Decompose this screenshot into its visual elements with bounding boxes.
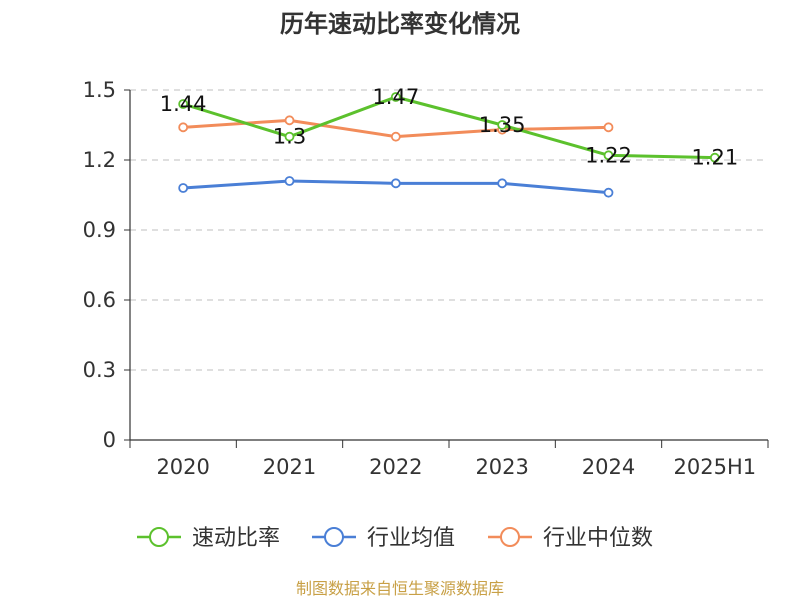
axes: 0 0.3 0.6 0.9 1.2 1.5 2020 2021 2022 2023 2024 2025… [83,78,769,479]
y-tick-label: 0.9 [83,218,116,242]
data-point [497,178,508,189]
data-label: 1.47 [372,85,419,109]
gridlines [130,89,768,371]
legend-label: 行业均值 [367,526,455,551]
data-point [390,131,401,142]
data-label: 1.22 [585,143,632,167]
x-tick-label: 2023 [475,455,528,479]
data-point [178,99,189,109]
data-point [390,178,401,189]
data-point [284,176,295,186]
y-tick-label: 0.3 [83,358,116,382]
x-tick-label: 2020 [156,455,209,479]
y-tick-label: 1.2 [83,148,116,172]
y-tick-label: 0 [103,428,116,452]
legend-label: 行业中位数 [543,526,653,551]
data-point [603,122,614,133]
y-tick-label: 1.5 [83,78,116,102]
x-tick-label: 2022 [369,455,422,479]
data-label: 1.44 [160,92,207,116]
data-point [284,131,295,142]
legend-label: 速动比率 [192,526,280,551]
y-tick-label: 0.6 [83,288,116,312]
data-point [603,150,614,161]
data-label: 1.35 [479,113,526,137]
data-point [284,115,295,126]
series-layer [178,92,720,198]
data-point [178,183,189,193]
data-point [709,152,720,163]
data-point [497,120,508,130]
legend-marker [324,527,344,547]
chart-title: 历年速动比率变化情况 [280,10,520,38]
series-line [182,95,715,160]
x-tick-label: 2025H1 [674,455,757,479]
source-note: 制图数据来自恒生聚源数据库 [296,579,504,598]
x-tick-label: 2021 [263,455,316,479]
legend-marker [500,527,520,547]
data-point [603,187,614,198]
data-point [390,92,401,102]
legend: 速动比率 行业均值 行业中位数 [137,526,653,551]
data-point [178,122,189,133]
legend-marker [149,527,169,547]
data-labels: 1.44 1.3 1.47 1.35 1.22 1.21 [160,85,738,170]
x-tick-label: 2024 [582,455,635,479]
data-label: 1.21 [691,146,738,170]
data-label: 1.3 [273,125,306,149]
